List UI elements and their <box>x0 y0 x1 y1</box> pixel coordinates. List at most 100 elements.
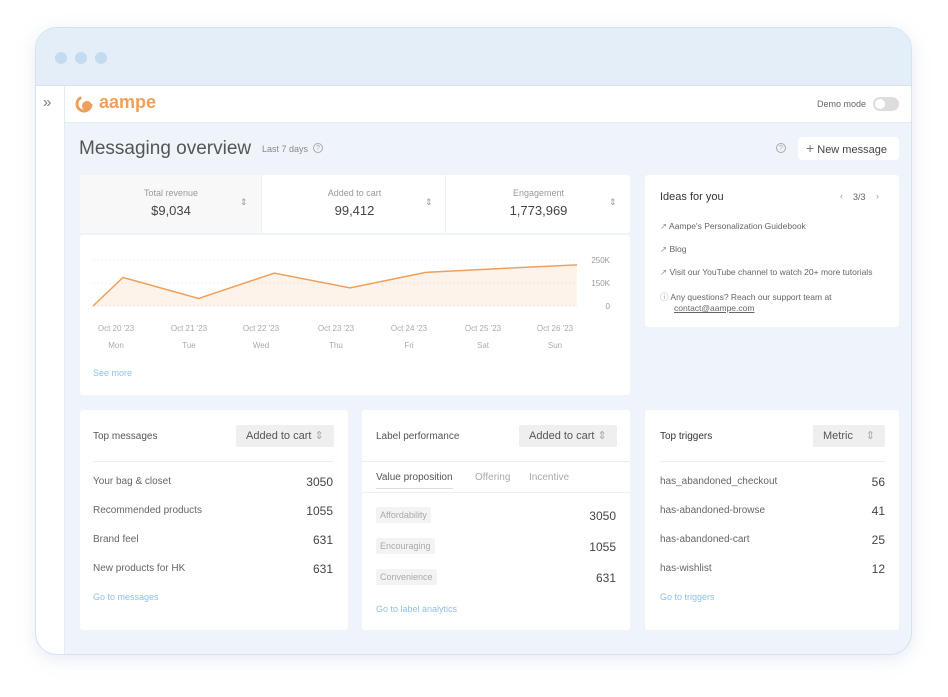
expand-sidebar-icon[interactable]: » <box>43 94 52 111</box>
row-label: has-abandoned-cart <box>660 534 750 545</box>
x-tick-label: Oct 24 '23 <box>391 324 428 333</box>
sort-icon: ⇕ <box>240 197 248 207</box>
top-messages-panel: Top messages Added to cart ⇕ Your bag & … <box>80 410 348 630</box>
row-label: Your bag & closet <box>93 476 172 487</box>
row-value: 631 <box>312 562 333 576</box>
row-value: 631 <box>595 571 616 585</box>
x-weekday-label: Sun <box>548 341 562 350</box>
go-to-messages-link[interactable]: Go to messages <box>93 592 159 602</box>
row-label: Brand feel <box>93 534 139 545</box>
see-more-link[interactable]: See more <box>93 368 133 378</box>
support-email-link[interactable]: contact@aampe.com <box>674 303 755 313</box>
x-tick-label: Oct 21 '23 <box>171 324 208 333</box>
row-label: Encouraging <box>376 538 435 554</box>
support-text: ⓘ Any questions? Reach our support team … <box>660 292 832 302</box>
sort-icon: ⇕ <box>609 197 617 207</box>
metric-label: Engagement <box>512 188 565 198</box>
metrics-tabs: Total revenue $9,034 ⇕ Added to cart 99,… <box>80 175 630 233</box>
row-value: 631 <box>312 533 333 547</box>
page-title: Messaging overview <box>79 138 252 159</box>
sidebar: » <box>36 86 65 654</box>
period-label: Last 7 days <box>262 144 309 154</box>
metric-select[interactable]: Added to cart ⇕ <box>519 425 617 447</box>
y-tick-label: 150K <box>591 279 610 288</box>
metric-value: 99,412 <box>334 203 375 218</box>
x-weekday-label: Tue <box>182 341 196 350</box>
go-to-triggers-link[interactable]: Go to triggers <box>660 592 715 602</box>
idea-link[interactable]: ↗ Aampe's Personalization Guidebook <box>660 221 806 231</box>
idea-link[interactable]: ↗ Visit our YouTube channel to watch 20+… <box>660 267 873 277</box>
row-label: Recommended products <box>93 505 202 516</box>
help-icon[interactable]: ? <box>776 143 786 153</box>
x-tick-label: Oct 25 '23 <box>465 324 502 333</box>
x-weekday-label: Wed <box>253 341 269 350</box>
new-message-label: New message <box>817 144 887 156</box>
row-label: New products for HK <box>93 563 186 574</box>
panel-title: Top triggers <box>660 431 713 442</box>
y-tick-label: 250K <box>591 256 610 265</box>
divider <box>93 461 333 462</box>
panel-title: Label performance <box>376 431 460 442</box>
x-weekday-label: Thu <box>329 341 343 350</box>
ideas-title: Ideas for you <box>660 191 724 203</box>
row-value: 3050 <box>306 475 333 489</box>
row-label: has-abandoned-browse <box>660 505 766 516</box>
demo-mode-toggle[interactable] <box>873 97 899 111</box>
x-tick-label: Oct 22 '23 <box>243 324 280 333</box>
row-value: 25 <box>871 533 885 547</box>
idea-link[interactable]: ↗ Blog <box>660 244 687 254</box>
demo-mode-label: Demo mode <box>817 99 867 109</box>
row-value: 1055 <box>306 504 333 518</box>
ideas-panel: Ideas for you ‹ 3/3 › ↗ Aampe's Personal… <box>645 175 899 327</box>
x-weekday-label: Sat <box>477 341 490 350</box>
window-dot <box>75 52 87 64</box>
metric-tab-added-to-cart[interactable]: Added to cart 99,412 ⇕ <box>263 175 446 233</box>
window-dot <box>55 52 67 64</box>
sort-icon: ⇕ <box>865 430 875 442</box>
external-arrow-icon: ↗ <box>660 267 668 277</box>
x-tick-label: Oct 23 '23 <box>318 324 355 333</box>
tab-offering[interactable]: Offering <box>475 472 511 483</box>
metric-label: Total revenue <box>143 188 199 198</box>
metric-select[interactable]: Added to cart ⇕ <box>236 425 334 447</box>
title-bar <box>36 28 911 86</box>
series-line <box>92 264 578 307</box>
chart-panel <box>80 235 630 395</box>
row-label: Convenience <box>376 569 437 585</box>
sort-icon: ⇕ <box>597 430 607 442</box>
go-to-label-analytics-link[interactable]: Go to label analytics <box>376 604 458 614</box>
metric-select[interactable]: Metric ⇕ <box>813 425 885 447</box>
row-value: 12 <box>871 562 885 576</box>
row-value: 41 <box>871 504 885 518</box>
metric-value: $9,034 <box>151 203 191 218</box>
tab-value-proposition[interactable]: Value proposition <box>376 472 453 489</box>
x-weekday-label: Fri <box>404 341 414 350</box>
plus-icon: + <box>806 140 815 156</box>
x-tick-label: Oct 20 '23 <box>98 324 135 333</box>
window-dot <box>95 52 107 64</box>
row-label: Affordability <box>376 507 431 523</box>
y-tick-label: 0 <box>606 302 611 311</box>
aampe-logo-icon <box>75 95 93 113</box>
external-arrow-icon: ↗ <box>660 221 668 231</box>
next-icon[interactable]: › <box>876 191 879 201</box>
app-header: aampe Demo mode <box>65 86 911 123</box>
sort-icon: ⇕ <box>425 197 433 207</box>
help-icon[interactable]: ? <box>313 143 323 153</box>
external-arrow-icon: ↗ <box>660 244 668 254</box>
tab-incentive[interactable]: Incentive <box>529 472 570 483</box>
logo-text: aampe <box>99 92 157 112</box>
metric-tab-revenue[interactable]: Total revenue $9,034 ⇕ <box>80 175 262 233</box>
x-weekday-label: Mon <box>108 341 124 350</box>
row-label: has-wishlist <box>660 563 712 574</box>
help-icon: ⓘ <box>660 292 669 302</box>
metric-value: 1,773,969 <box>509 203 568 218</box>
x-tick-label: Oct 26 '23 <box>537 324 574 333</box>
row-value: 1055 <box>589 540 616 554</box>
prev-icon[interactable]: ‹ <box>840 191 843 201</box>
sort-icon: ⇕ <box>314 430 324 442</box>
panel-title: Top messages <box>93 431 158 442</box>
metric-tab-engagement[interactable]: Engagement 1,773,969 ⇕ <box>447 175 630 233</box>
new-message-button[interactable]: + New message <box>798 137 899 160</box>
